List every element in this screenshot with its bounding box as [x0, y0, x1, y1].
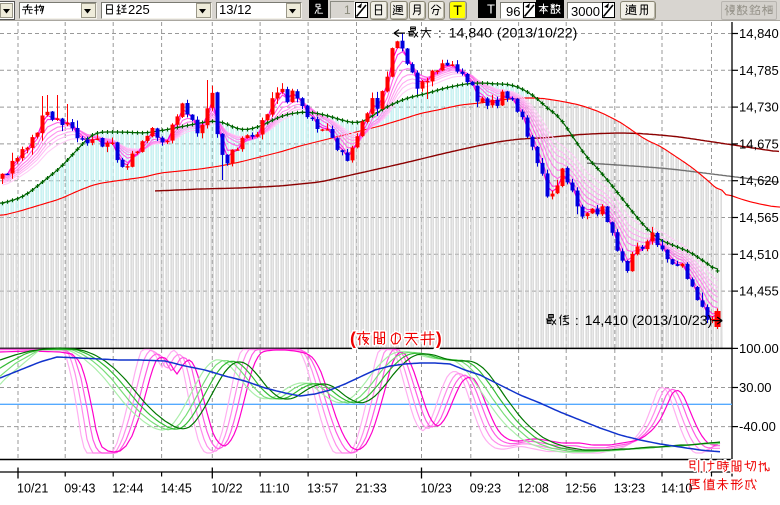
- svg-text:13/12: 13/12: [219, 2, 252, 17]
- svg-text:09:23: 09:23: [470, 482, 501, 496]
- svg-text:14:10: 14:10: [661, 482, 692, 496]
- svg-text:-40.00: -40.00: [739, 419, 776, 434]
- svg-text:(: (: [350, 329, 356, 349]
- svg-text:14,410: 14,410: [585, 313, 629, 329]
- svg-text:(2013/10/23): (2013/10/23): [632, 313, 712, 329]
- svg-text::: :: [575, 313, 579, 328]
- svg-text:12:08: 12:08: [518, 482, 549, 496]
- svg-text:14:45: 14:45: [161, 482, 192, 496]
- svg-text:30.00: 30.00: [739, 380, 772, 395]
- svg-text:13:57: 13:57: [307, 482, 338, 496]
- svg-text:12:44: 12:44: [112, 482, 143, 496]
- svg-text:09:43: 09:43: [64, 482, 95, 496]
- svg-text:14,840: 14,840: [449, 25, 493, 41]
- svg-text:10/22: 10/22: [211, 482, 242, 496]
- svg-text:14,620: 14,620: [739, 173, 779, 188]
- svg-text:14,730: 14,730: [739, 100, 779, 115]
- svg-text:14,840: 14,840: [739, 26, 779, 41]
- svg-text:13:23: 13:23: [614, 482, 645, 496]
- svg-text:100.00: 100.00: [739, 341, 779, 356]
- svg-text:11:10: 11:10: [259, 482, 289, 496]
- svg-text:T: T: [453, 3, 462, 19]
- svg-text:225: 225: [128, 2, 150, 17]
- svg-text::: :: [438, 25, 442, 40]
- svg-text:10/23: 10/23: [421, 482, 452, 496]
- svg-text:T: T: [487, 1, 495, 16]
- svg-text:14,565: 14,565: [739, 210, 779, 225]
- svg-text:(2013/10/22): (2013/10/22): [497, 25, 577, 41]
- svg-text:14,455: 14,455: [739, 284, 779, 299]
- svg-text:21:33: 21:33: [356, 482, 387, 496]
- svg-text:10/21: 10/21: [17, 482, 48, 496]
- svg-text:12:56: 12:56: [565, 482, 596, 496]
- svg-text:14,785: 14,785: [739, 63, 779, 78]
- svg-text:): ): [436, 329, 442, 349]
- svg-text:14,510: 14,510: [739, 247, 779, 262]
- svg-text:14,675: 14,675: [739, 136, 779, 151]
